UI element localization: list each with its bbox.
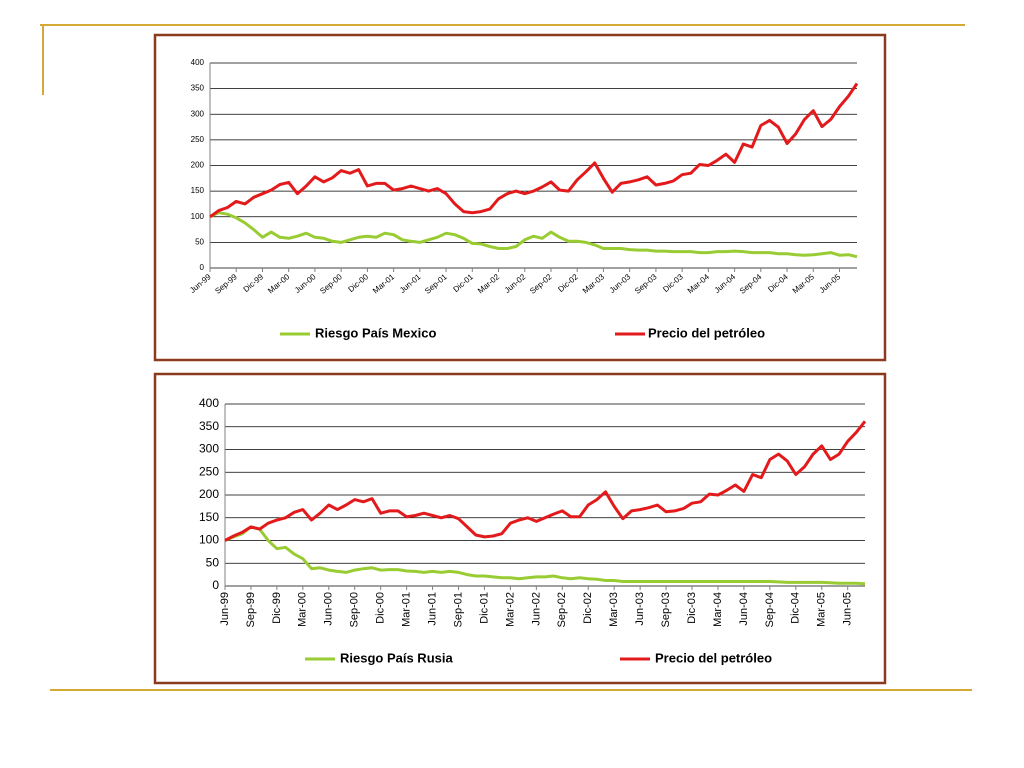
x-tick-label: Dic-03 bbox=[686, 592, 698, 624]
y-tick-label: 200 bbox=[191, 161, 205, 170]
x-tick-label: Jun-04 bbox=[738, 592, 750, 626]
y-tick-label: 150 bbox=[191, 186, 205, 195]
x-tick-label: Sep-01 bbox=[452, 592, 464, 627]
x-tick-label: Mar-02 bbox=[504, 592, 516, 627]
y-tick-label: 400 bbox=[199, 396, 219, 410]
x-tick-label: Mar-05 bbox=[816, 592, 828, 627]
series-line bbox=[209, 211, 858, 259]
x-tick-label: Jun-01 bbox=[426, 592, 438, 626]
x-tick-label: Dic-99 bbox=[271, 592, 283, 624]
x-tick-label: Jun-00 bbox=[323, 592, 335, 626]
x-tick-label: Sep-04 bbox=[764, 592, 776, 627]
x-tick-label: Jun-02 bbox=[530, 592, 542, 626]
legend-label: Precio del petróleo bbox=[655, 650, 772, 665]
x-tick-label: Dic-01 bbox=[478, 592, 490, 624]
y-tick-label: 0 bbox=[200, 263, 205, 272]
x-tick-label: Sep-03 bbox=[660, 592, 672, 627]
chart-frame bbox=[153, 33, 887, 362]
y-tick-label: 400 bbox=[191, 58, 205, 67]
y-tick-label: 200 bbox=[199, 487, 219, 501]
x-tick-label: Mar-00 bbox=[297, 592, 309, 627]
series-line bbox=[224, 420, 867, 542]
x-tick-label: Sep-02 bbox=[556, 592, 568, 627]
series-line bbox=[209, 82, 859, 219]
y-tick-label: 300 bbox=[199, 442, 219, 456]
y-tick-label: 350 bbox=[191, 84, 205, 93]
x-tick-label: Jun-99 bbox=[219, 592, 231, 626]
x-tick-label: Jun-03 bbox=[634, 592, 646, 626]
x-tick-label: Jun-05 bbox=[842, 592, 854, 626]
x-tick-label: Dic-02 bbox=[582, 592, 594, 624]
y-tick-label: 350 bbox=[199, 419, 219, 433]
y-tick-label: 50 bbox=[206, 555, 220, 569]
y-tick-label: 100 bbox=[191, 212, 205, 221]
x-tick-label: Mar-04 bbox=[712, 592, 724, 627]
x-tick-label: Mar-01 bbox=[401, 592, 413, 627]
x-tick-label: Sep-99 bbox=[245, 592, 257, 627]
y-tick-label: 150 bbox=[199, 510, 219, 524]
x-tick-label: Mar-03 bbox=[608, 592, 620, 627]
y-tick-label: 100 bbox=[199, 533, 219, 547]
y-tick-label: 0 bbox=[212, 578, 219, 592]
y-tick-label: 250 bbox=[191, 135, 205, 144]
x-tick-label: Dic-00 bbox=[375, 592, 387, 624]
y-tick-label: 50 bbox=[195, 237, 204, 246]
legend-label: Precio del petróleo bbox=[648, 325, 765, 340]
y-tick-label: 250 bbox=[199, 464, 219, 478]
chart-frame bbox=[153, 372, 887, 685]
x-tick-label: Sep-00 bbox=[349, 592, 361, 627]
y-tick-label: 300 bbox=[191, 109, 205, 118]
legend-label: Riesgo País Rusia bbox=[340, 650, 453, 665]
x-tick-label: Dic-04 bbox=[790, 592, 802, 624]
legend-label: Riesgo País Mexico bbox=[315, 325, 436, 340]
series-line bbox=[224, 525, 866, 586]
